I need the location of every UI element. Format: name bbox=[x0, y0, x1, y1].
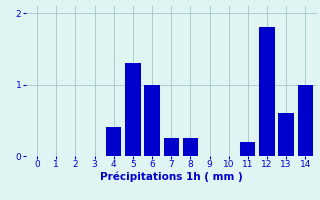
Bar bbox=[144, 85, 160, 156]
Bar bbox=[259, 27, 275, 156]
Bar bbox=[164, 138, 179, 156]
Bar bbox=[106, 127, 121, 156]
Bar bbox=[125, 63, 140, 156]
Bar bbox=[278, 113, 294, 156]
X-axis label: Précipitations 1h ( mm ): Précipitations 1h ( mm ) bbox=[100, 172, 243, 182]
Bar bbox=[298, 85, 313, 156]
Bar bbox=[183, 138, 198, 156]
Bar bbox=[240, 142, 255, 156]
